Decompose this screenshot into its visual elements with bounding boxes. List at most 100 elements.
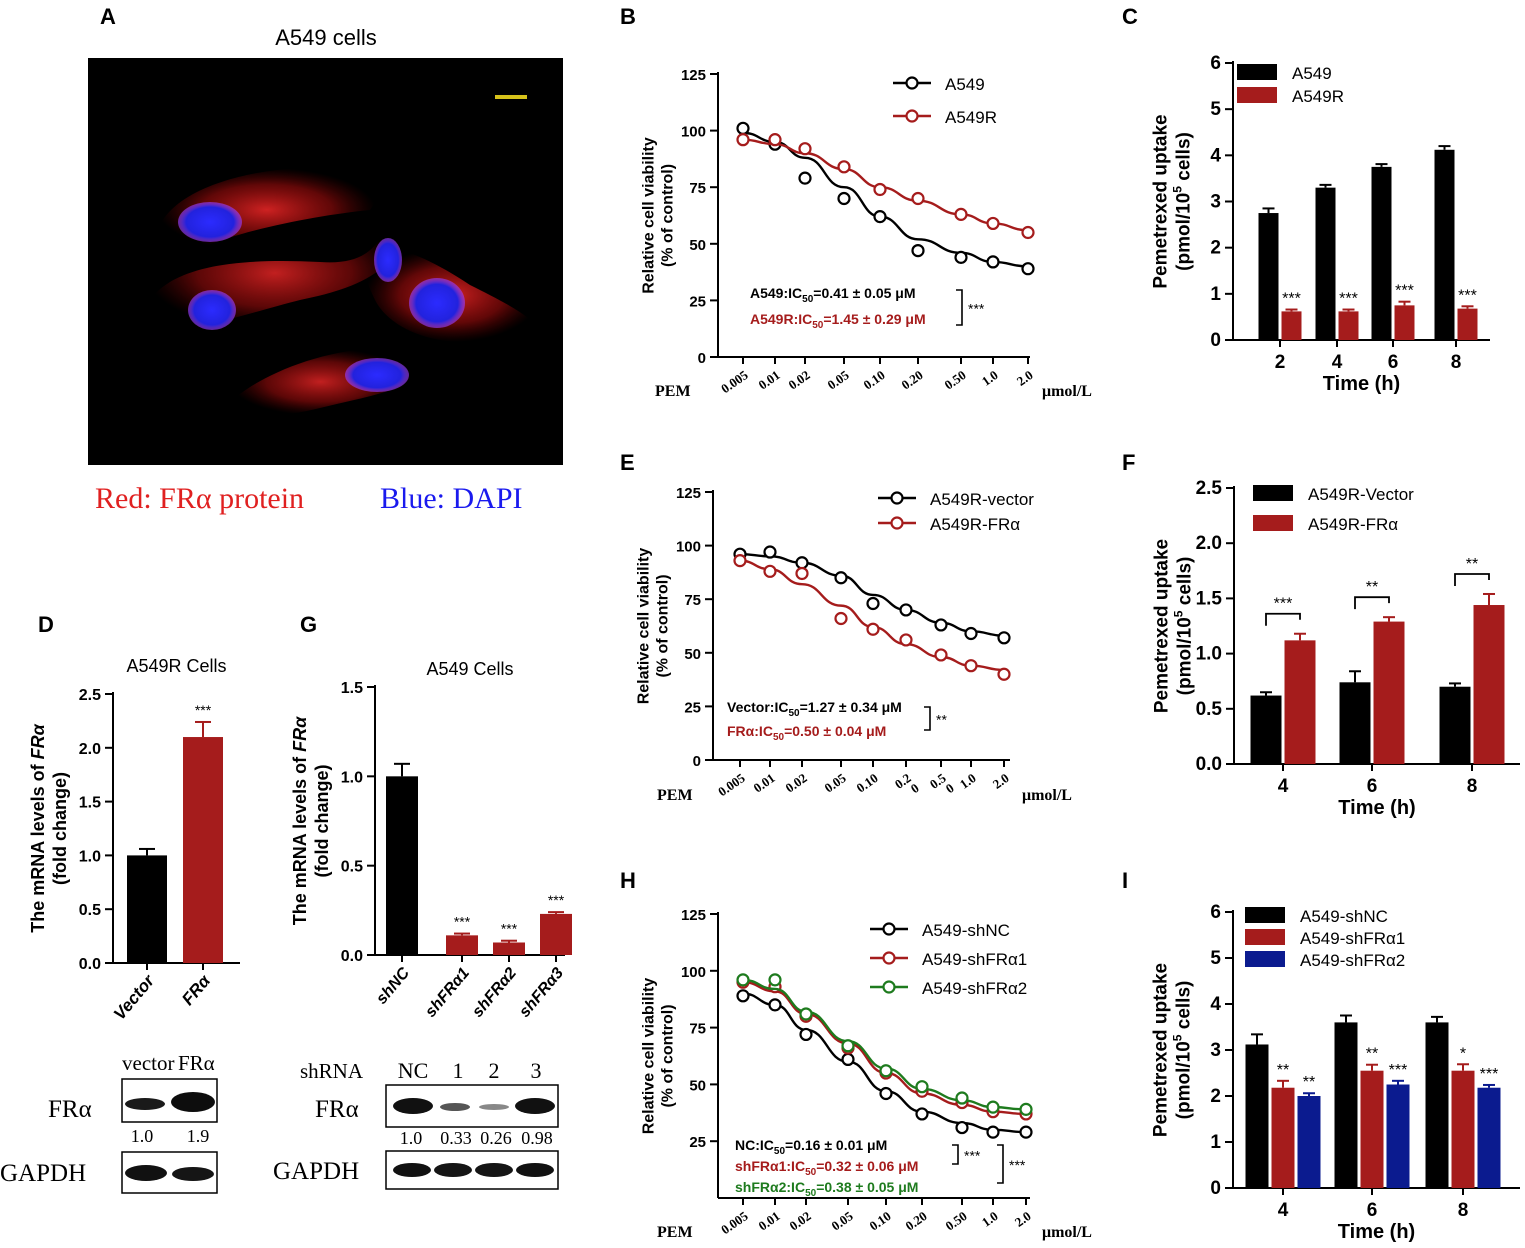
- fit-curve-a549r-vector: [739, 552, 1005, 637]
- y-axis-label: (% of control): [660, 164, 677, 267]
- ic50-annotation: shFRα2:IC50=0.38 ± 0.05 μM: [735, 1179, 918, 1199]
- data-point: [873, 182, 887, 197]
- data-point: [955, 1091, 969, 1105]
- y-tick-label: 0.5: [79, 902, 101, 919]
- blot-g-band: [479, 1104, 509, 1110]
- data-point: [986, 1125, 1000, 1139]
- x-axis-label-pem: PEM: [657, 1224, 693, 1241]
- bar-a549r-fr-: [1373, 621, 1405, 764]
- legend-swatch: [1245, 907, 1285, 923]
- data-point: [736, 973, 750, 987]
- y-tick-label: 25: [689, 293, 706, 310]
- western-blot-g: shRNA NC 1 2 3 FRα 1.0 0.33 0.26 0.98 GA…: [273, 1058, 559, 1190]
- panel-letter-i: I: [1122, 868, 1128, 893]
- ic50-annotation: NC:IC50=0.16 ± 0.01 μM: [735, 1137, 887, 1157]
- x-tick-label: 0.20: [898, 367, 925, 392]
- y-tick-label: 0.0: [79, 956, 101, 973]
- x-tick-label: 6: [1367, 1200, 1378, 1221]
- y-tick-label: 1.5: [79, 795, 101, 812]
- blot-g-header: 3: [531, 1058, 542, 1083]
- x-axis-label-pem: PEM: [657, 787, 693, 804]
- legend-swatch: [1245, 951, 1285, 967]
- fit-curve-a549r-fr-: [739, 559, 1005, 672]
- significance-stars: **: [1366, 1046, 1378, 1063]
- ic50-annotation: A549:IC50=0.41 ± 0.05 μM: [750, 285, 916, 305]
- data-point: [997, 631, 1011, 645]
- y-tick-label: 0.5: [341, 859, 363, 876]
- x-tick-label: 0.005: [715, 770, 748, 799]
- bar-shnc: [386, 776, 418, 955]
- data-point: [934, 618, 948, 632]
- y-tick-label: 25: [684, 699, 701, 716]
- panel-letter-a: A: [100, 4, 116, 29]
- data-point: [905, 109, 919, 123]
- data-point: [1021, 225, 1035, 240]
- data-point: [879, 1064, 893, 1078]
- data-point: [768, 133, 782, 147]
- fit-curve-a549: [742, 131, 1029, 268]
- chart-g-mrna-a549: 0.0 0.5 1.0 1.5 The mRNA levels of FRα(fold …: [290, 659, 572, 1021]
- significance-stars: **: [1366, 579, 1378, 596]
- x-tick-label: 0.10: [860, 367, 887, 392]
- x-tick-label: 0.20: [902, 1208, 929, 1233]
- y-axis-label: (pmol/105 cells): [1170, 132, 1194, 271]
- x-tick-label: 0.01: [755, 367, 782, 392]
- significance-stars: ***: [1282, 291, 1301, 308]
- y-tick-label: 5: [1210, 99, 1221, 120]
- y-tick-label: 1.5: [1196, 588, 1223, 609]
- y-tick-label: 0: [1210, 330, 1221, 351]
- x-tick-label: 0.05: [821, 770, 849, 796]
- y-tick-label: 0.5: [1196, 699, 1223, 720]
- blot-g-band: [440, 1103, 470, 1111]
- bar-a549-shfr-1: [1271, 1087, 1295, 1188]
- significance-bracket: [1265, 612, 1301, 626]
- blot-d-header-fr: FRα: [178, 1051, 215, 1075]
- x-tick-label: 6: [1367, 776, 1378, 797]
- chart-f-uptake-fr: 0.0 0.5 1.0 1.5 2.0 2.5 Pemetrexed uptake (pmol…: [1152, 478, 1520, 819]
- x-tick-label: 2.0: [1014, 367, 1036, 389]
- y-tick-label: 125: [681, 67, 706, 84]
- data-point: [911, 243, 925, 258]
- x-tick-label: Vector: [110, 970, 159, 1023]
- caption-red: Red: FRα protein: [95, 482, 304, 515]
- legend-label: A549-shFRα1: [1300, 929, 1405, 948]
- x-tick-label: 0.50: [941, 367, 968, 392]
- data-point: [866, 622, 880, 636]
- x-tick-label: 1.0: [979, 1208, 1001, 1230]
- x-tick-label: 0.10: [853, 770, 880, 795]
- x-tick-label: 4: [1332, 352, 1343, 373]
- legend-swatch: [1237, 87, 1277, 103]
- data-point: [798, 142, 812, 156]
- data-point: [795, 556, 809, 570]
- x-tick-label: shNC: [373, 964, 413, 1007]
- legend-label: A549R-vector: [930, 490, 1034, 509]
- legend-swatch: [1237, 64, 1277, 80]
- blot-g-header: 2: [489, 1058, 500, 1083]
- data-point: [905, 76, 919, 90]
- y-axis-label: Pemetrexed uptake: [1152, 539, 1173, 713]
- significance-stars: ***: [548, 892, 565, 908]
- x-tick-label: 2.0: [990, 770, 1012, 792]
- data-point: [1019, 1102, 1033, 1116]
- significance-stars: ***: [1274, 596, 1293, 613]
- data-point: [763, 545, 777, 559]
- blot-d-band: [172, 1167, 214, 1181]
- blot-g-header: 1: [453, 1058, 464, 1083]
- x-tick-label: 0.005: [718, 367, 751, 396]
- panel-a: A A549 cells Red: FRα protein Blue: DAPI: [88, 4, 563, 515]
- panel-letter-b: B: [620, 4, 636, 29]
- data-point: [899, 603, 913, 617]
- bar-a549r-fr-: [1284, 640, 1316, 764]
- chart-title: A549 Cells: [426, 659, 513, 679]
- bar-vector: [127, 855, 167, 963]
- bar-shfr-1: [446, 935, 478, 955]
- data-point: [954, 250, 968, 264]
- blot-d-band: [171, 1092, 215, 1112]
- x-axis-label: Time (h): [1323, 373, 1400, 395]
- data-point: [986, 255, 1000, 269]
- data-point: [834, 571, 848, 585]
- y-tick-label: 6: [1210, 53, 1221, 74]
- significance-stars: ***: [1339, 291, 1358, 308]
- x-tick-label: 0.05: [824, 367, 852, 393]
